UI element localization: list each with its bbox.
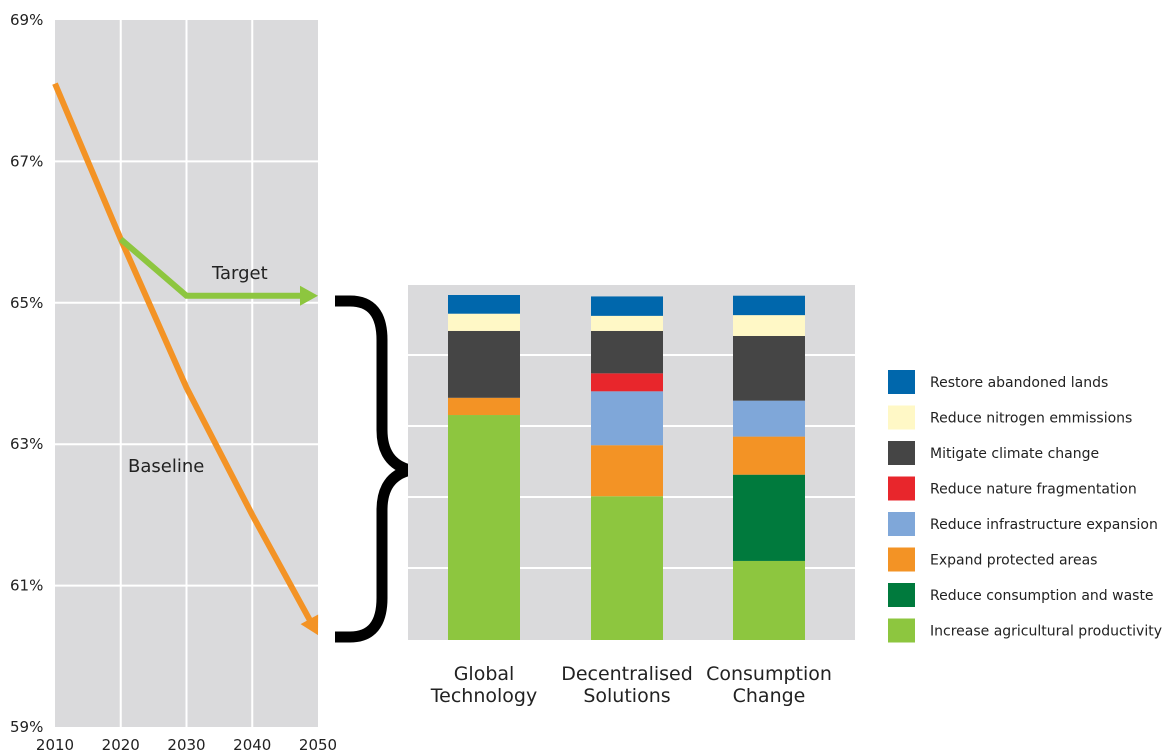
- line-chart: 69% 67% 65% 63% 61% 59%2010 2020 2030 2040 2050 Ba…: [10, 11, 337, 754]
- y-tick-label: 65%: [10, 294, 43, 312]
- category-label: Change: [733, 685, 806, 707]
- legend-swatch: [888, 583, 915, 607]
- x-tick-label: 2020: [102, 736, 140, 754]
- bar-segment: [733, 436, 805, 475]
- y-tick-label: 59%: [10, 718, 43, 736]
- legend-swatch: [888, 476, 915, 501]
- target-label: Target: [211, 263, 268, 284]
- bar-segment: [448, 415, 520, 640]
- bar-segment: [591, 445, 663, 497]
- y-tick-label: 69%: [10, 11, 43, 29]
- legend-label: Expand protected areas: [930, 553, 1097, 569]
- category-label: Global: [454, 663, 515, 685]
- y-tick-label: 61%: [10, 577, 43, 595]
- bar-segment: [591, 391, 663, 446]
- target-arrowhead: [300, 285, 318, 306]
- y-tick-label: 67%: [10, 152, 43, 170]
- legend-label: Reduce consumption and waste: [930, 588, 1154, 604]
- baseline-arrowhead: [300, 614, 319, 636]
- bar-segment: [448, 313, 520, 331]
- target-line: [118, 236, 304, 299]
- legend-swatch: [888, 512, 915, 536]
- category-label: Solutions: [583, 685, 670, 707]
- legend-label: Reduce nitrogen emmissions: [930, 411, 1132, 427]
- legend-swatch: [888, 618, 915, 643]
- category-label: Technology: [430, 685, 537, 707]
- baseline-label: Baseline: [128, 456, 204, 477]
- legend-swatch: [888, 405, 915, 430]
- x-tick-label: 2010: [36, 736, 74, 754]
- x-tick-label: 2030: [167, 736, 205, 754]
- legend-label: Increase agricultural productivity: [930, 624, 1162, 640]
- bar-segment: [733, 474, 805, 561]
- bar-segment: [591, 373, 663, 392]
- bar-segment: [733, 335, 805, 401]
- bar-segment: [733, 560, 805, 640]
- bar-segment: [591, 330, 663, 374]
- bar-segment: [733, 315, 805, 336]
- category-label: Decentralised: [561, 663, 693, 685]
- category-label: Consumption: [706, 663, 832, 685]
- bar-segment: [591, 496, 663, 640]
- x-tick-label: 2050: [299, 736, 337, 754]
- bar-segment: [448, 397, 520, 416]
- legend-label: Reduce infrastructure expansion: [930, 517, 1158, 533]
- bar-segment: [733, 295, 805, 316]
- bar-segment: [591, 296, 663, 316]
- bar-segment: [448, 295, 520, 314]
- bar-segment: [733, 400, 805, 437]
- legend-swatch: [888, 441, 915, 465]
- x-tick-label: 2040: [233, 736, 271, 754]
- baseline-line: [52, 82, 314, 624]
- legend-label: Reduce nature fragmentation: [930, 482, 1137, 498]
- brace: [335, 295, 412, 643]
- y-tick-label: 63%: [10, 435, 43, 453]
- legend-swatch: [888, 370, 915, 394]
- bar-segment: [448, 330, 520, 398]
- bar-segment: [591, 315, 663, 331]
- legend: Restore abandoned lands Reduce nitrogen e…: [888, 370, 1162, 643]
- legend-label: Mitigate climate change: [930, 446, 1099, 462]
- legend-swatch: [888, 547, 915, 572]
- legend-label: Restore abandoned lands: [930, 375, 1108, 391]
